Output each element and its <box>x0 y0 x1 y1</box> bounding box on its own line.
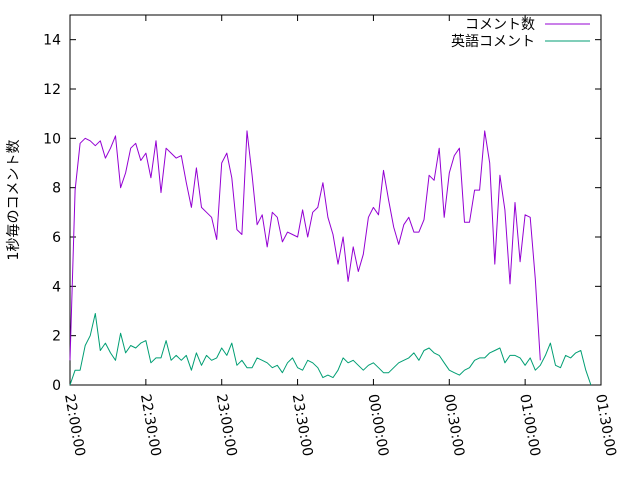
y-tick-label: 4 <box>52 279 61 295</box>
x-tick-label: 01:30:00 <box>592 393 619 458</box>
x-tick-label: 00:00:00 <box>364 393 391 458</box>
series-lines <box>69 130 592 386</box>
y-axis-ticks: 0 2 4 6 8 10 12 14 <box>43 33 601 394</box>
x-tick-label: 22:30:00 <box>137 393 164 458</box>
plot-frame <box>69 14 602 386</box>
y-tick-label: 8 <box>52 181 61 197</box>
y-tick-label: 2 <box>52 329 61 345</box>
x-tick-label: 22:00:00 <box>61 393 88 458</box>
x-tick-label: 00:30:00 <box>440 393 467 458</box>
x-tick-label: 23:00:00 <box>213 393 240 458</box>
y-tick-label: 6 <box>52 230 61 246</box>
x-axis-ticks: 22:00:00 22:30:00 23:00:00 23:30:00 00:00:00… <box>61 15 619 458</box>
x-tick-label: 01:00:00 <box>516 393 543 458</box>
y-tick-label: 0 <box>52 378 61 394</box>
legend-label-0: コメント数 <box>465 17 535 33</box>
y-axis-label: 1秒毎のコメント数 <box>6 140 22 261</box>
legend-label-1: 英語コメント <box>451 33 535 50</box>
y-tick-label: 10 <box>43 131 61 147</box>
y-tick-label: 12 <box>43 82 61 98</box>
x-tick-label: 23:30:00 <box>289 393 316 458</box>
series-line-1 <box>69 313 592 386</box>
series-line-0 <box>69 130 541 361</box>
y-tick-label: 14 <box>43 33 61 49</box>
